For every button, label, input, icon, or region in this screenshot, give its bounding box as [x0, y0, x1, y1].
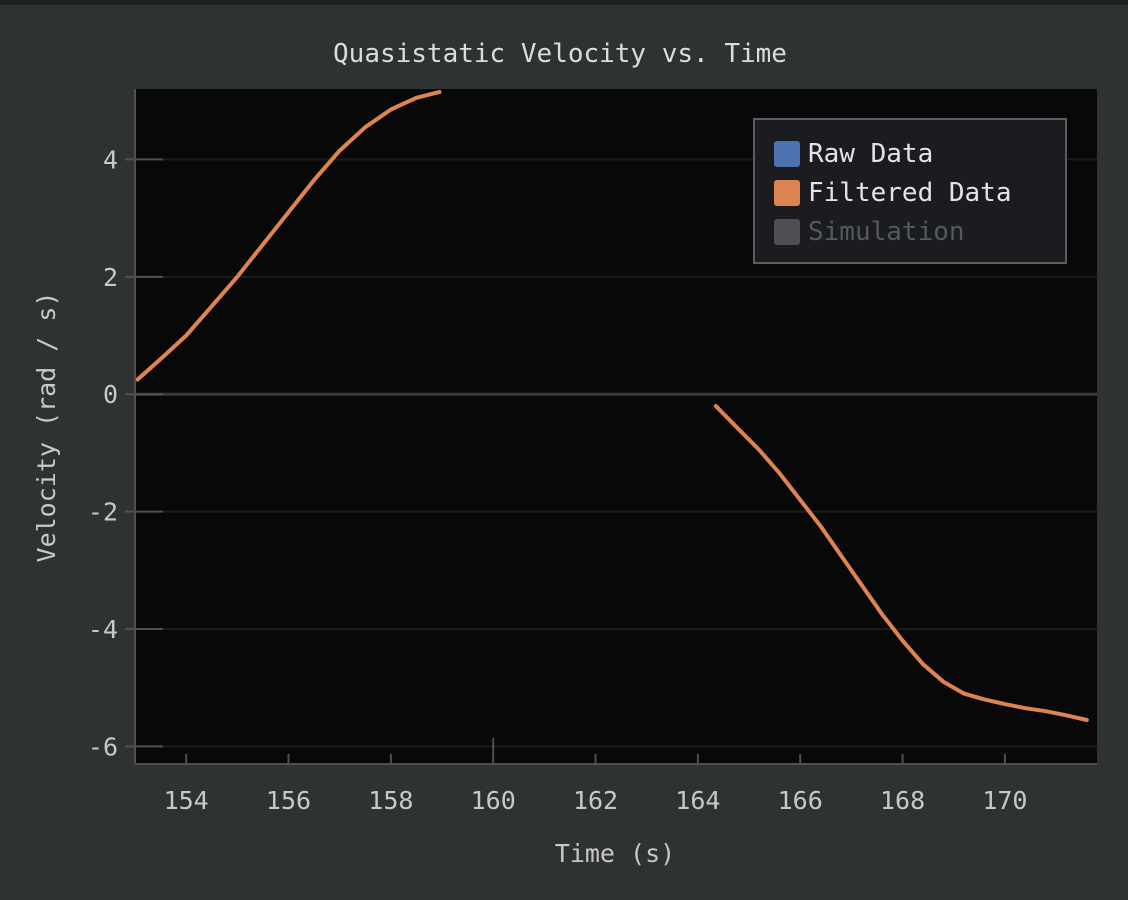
y-axis-title: Velocity (rad / s) [32, 292, 61, 563]
legend-label-filtered-data: Filtered Data [808, 178, 1012, 208]
x-tick-label: 160 [471, 786, 516, 815]
legend-box [753, 118, 1067, 264]
x-tick-label: 170 [982, 786, 1027, 815]
y-tick-label: 4 [103, 145, 118, 174]
series-line-filtered-data [713, 404, 1089, 722]
legend-item-filtered-data[interactable]: Filtered Data [774, 178, 1012, 208]
y-tick-label: 0 [103, 380, 118, 409]
x-tick-label: 166 [778, 786, 823, 815]
legend-item-simulation[interactable]: Simulation [774, 217, 965, 247]
series-line-filtered-data [135, 89, 442, 382]
window-top-strip [0, 0, 1128, 5]
y-tick-label: -4 [88, 615, 118, 644]
legend-label-raw-data: Raw Data [808, 139, 933, 169]
y-tick-label: 2 [103, 263, 118, 292]
x-tick-labels: 154 156 158 160 162 164 166 168 170 [164, 786, 1028, 815]
axes [125, 89, 1097, 765]
chart-title: Quasistatic Velocity vs. Time [333, 39, 787, 69]
y-tick-label: -2 [88, 498, 118, 527]
x-tick-label: 168 [880, 786, 925, 815]
legend-swatch-raw-data [774, 141, 800, 167]
x-tick-label: 154 [164, 786, 209, 815]
x-tick-label: 158 [368, 786, 413, 815]
x-tick-label: 156 [266, 786, 311, 815]
legend-item-raw-data[interactable]: Raw Data [774, 139, 933, 169]
x-tick-label: 162 [573, 786, 618, 815]
legend-swatch-simulation [774, 219, 800, 245]
legend-label-simulation: Simulation [808, 217, 965, 247]
y-tick-labels: 4 2 0 -2 -4 -6 [88, 145, 118, 761]
x-axis-title: Time (s) [555, 839, 675, 868]
y-tick-label: -6 [88, 732, 118, 761]
legend: Raw Data Filtered Data Simulation [753, 118, 1067, 264]
legend-swatch-filtered-data [774, 180, 800, 206]
x-tick-label: 164 [675, 786, 720, 815]
series-lines [135, 89, 1089, 722]
